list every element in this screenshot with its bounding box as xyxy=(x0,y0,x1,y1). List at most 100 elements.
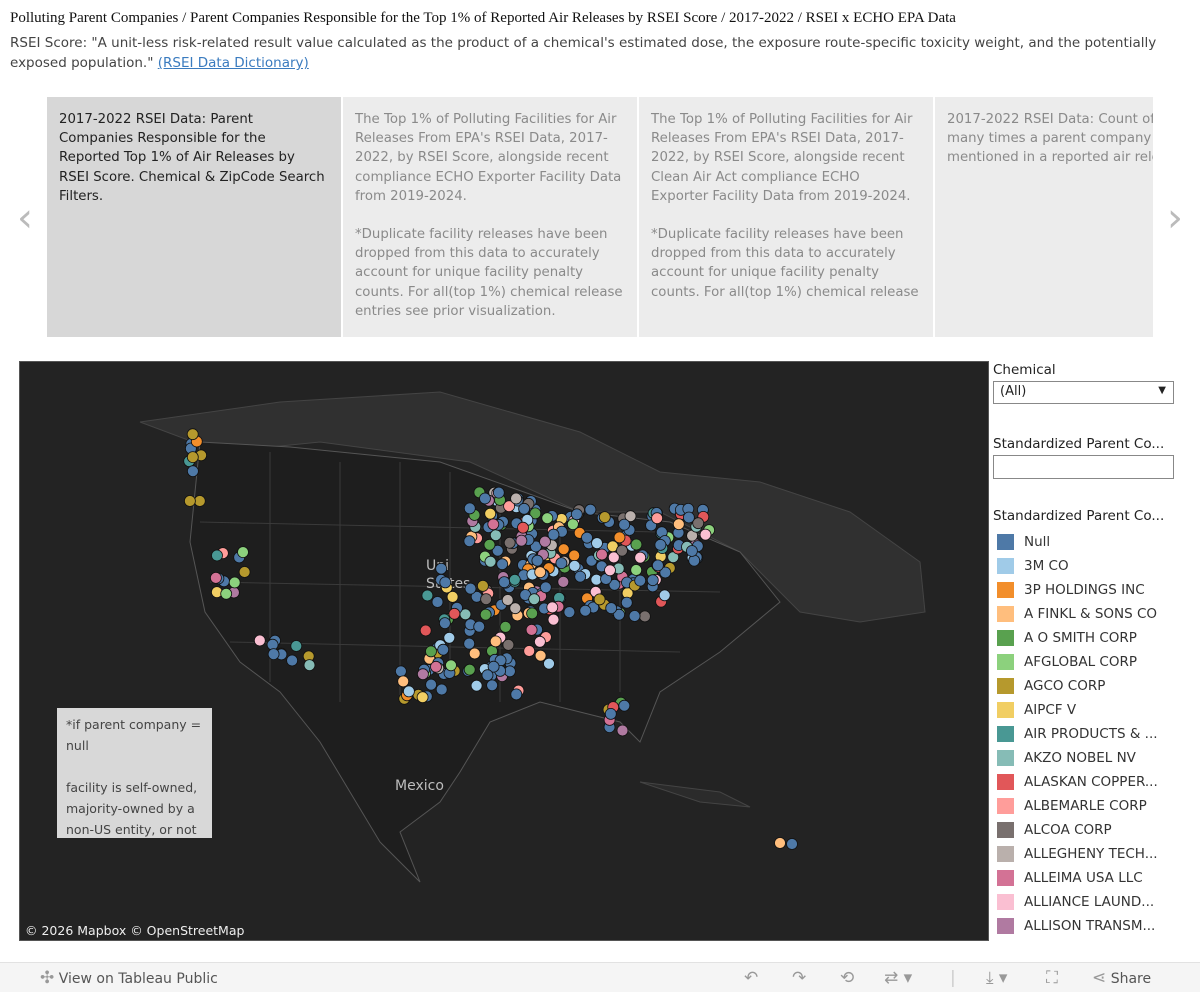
legend-item[interactable]: 3M CO xyxy=(993,554,1193,578)
facility-point[interactable] xyxy=(584,503,597,516)
facility-point[interactable] xyxy=(574,570,587,583)
story-slide-2[interactable]: The Top 1% of Polluting Facilities for A… xyxy=(343,97,637,337)
facility-point[interactable] xyxy=(598,511,611,524)
facility-point[interactable] xyxy=(591,537,603,550)
facility-point[interactable] xyxy=(416,668,429,681)
facility-point[interactable] xyxy=(464,582,477,595)
facility-point[interactable] xyxy=(463,535,476,548)
facility-point[interactable] xyxy=(523,645,536,657)
facility-point[interactable] xyxy=(486,679,499,692)
facility-point[interactable] xyxy=(443,631,456,644)
facility-point[interactable] xyxy=(604,564,616,577)
facility-point[interactable] xyxy=(503,536,516,549)
facility-point[interactable] xyxy=(639,610,651,623)
facility-point[interactable] xyxy=(686,545,698,557)
facility-point[interactable] xyxy=(479,492,491,505)
facility-point[interactable] xyxy=(286,654,299,667)
view-on-tableau-public-button[interactable]: ✣ View on Tableau Public xyxy=(40,968,218,988)
facility-point[interactable] xyxy=(546,601,559,614)
facility-point[interactable] xyxy=(658,589,671,602)
facility-point[interactable] xyxy=(518,502,531,515)
facility-point[interactable] xyxy=(446,590,459,603)
facility-point[interactable] xyxy=(209,571,222,584)
facility-point[interactable] xyxy=(402,685,415,698)
facility-point[interactable] xyxy=(508,573,521,586)
facility-map[interactable]: Uni States Mexico *if parent company = n… xyxy=(19,361,989,941)
facility-point[interactable] xyxy=(437,643,450,656)
facility-point[interactable] xyxy=(394,665,407,678)
facility-point[interactable] xyxy=(397,675,410,688)
facility-point[interactable] xyxy=(515,534,528,547)
facility-point[interactable] xyxy=(503,665,516,678)
legend-item[interactable]: ALASKAN COPPER... xyxy=(993,770,1193,794)
facility-point[interactable] xyxy=(608,578,621,591)
facility-point[interactable] xyxy=(431,596,444,608)
facility-point[interactable] xyxy=(425,645,437,658)
legend-item[interactable]: 3P HOLDINGS INC xyxy=(993,578,1193,602)
facility-point[interactable] xyxy=(448,607,461,620)
facility-point[interactable] xyxy=(525,623,538,636)
facility-point[interactable] xyxy=(463,663,476,676)
refresh-icon[interactable]: ⇄ ▾ xyxy=(884,968,913,988)
facility-point[interactable] xyxy=(624,510,637,523)
facility-point[interactable] xyxy=(646,574,659,587)
facility-point[interactable] xyxy=(489,635,502,648)
story-slide-4[interactable]: 2017-2022 RSEI Data: Count of how many t… xyxy=(935,97,1153,337)
revert-icon[interactable]: ⟲ xyxy=(840,968,855,988)
facility-point[interactable] xyxy=(692,517,705,530)
legend-item[interactable]: ALLIANCE LAUND... xyxy=(993,890,1193,914)
legend-item[interactable]: A O SMITH CORP xyxy=(993,626,1193,650)
facility-point[interactable] xyxy=(570,508,583,521)
facility-point[interactable] xyxy=(557,543,570,556)
facility-point[interactable] xyxy=(476,579,489,592)
facility-point[interactable] xyxy=(634,551,647,564)
facility-point[interactable] xyxy=(531,554,544,567)
facility-point[interactable] xyxy=(290,640,303,652)
facility-point[interactable] xyxy=(468,647,481,660)
facility-point[interactable] xyxy=(530,540,542,553)
facility-point[interactable] xyxy=(503,500,516,513)
facility-point[interactable] xyxy=(534,649,547,662)
facility-point[interactable] xyxy=(618,518,631,531)
story-slide-1[interactable]: 2017-2022 RSEI Data: Parent Companies Re… xyxy=(47,97,341,337)
facility-point[interactable] xyxy=(534,635,546,648)
facility-point[interactable] xyxy=(630,564,643,576)
facility-point[interactable] xyxy=(774,837,786,849)
facility-point[interactable] xyxy=(220,587,233,600)
facility-point[interactable] xyxy=(567,518,579,531)
facility-point[interactable] xyxy=(463,502,476,515)
facility-point[interactable] xyxy=(510,492,523,505)
facility-point[interactable] xyxy=(487,660,500,673)
facility-point[interactable] xyxy=(543,657,555,670)
legend-item[interactable]: ALLEGHENY TECH... xyxy=(993,842,1193,866)
share-button[interactable]: ⋖ Share xyxy=(1092,968,1151,988)
facility-point[interactable] xyxy=(555,557,568,570)
facility-point[interactable] xyxy=(596,548,608,561)
fullscreen-icon[interactable]: ⛶ xyxy=(1046,968,1058,988)
facility-point[interactable] xyxy=(618,699,631,712)
facility-point[interactable] xyxy=(439,576,452,589)
facility-point[interactable] xyxy=(620,596,633,609)
facility-point[interactable] xyxy=(616,544,628,557)
facility-point[interactable] xyxy=(509,602,522,615)
facility-point[interactable] xyxy=(529,507,542,520)
facility-point[interactable] xyxy=(487,518,500,531)
facility-point[interactable] xyxy=(502,638,515,651)
facility-point[interactable] xyxy=(267,648,280,661)
facility-point[interactable] xyxy=(688,554,701,567)
facility-point[interactable] xyxy=(480,593,493,606)
facility-point[interactable] xyxy=(238,566,251,578)
facility-point[interactable] xyxy=(699,528,712,541)
facility-point[interactable] xyxy=(435,562,448,575)
facility-point[interactable] xyxy=(604,707,617,720)
chevron-right-icon[interactable]: › xyxy=(1167,195,1183,241)
facility-point[interactable] xyxy=(672,518,685,531)
parent-search-input[interactable] xyxy=(993,455,1174,479)
legend-item[interactable]: AIR PRODUCTS & ... xyxy=(993,722,1193,746)
rsei-data-dictionary-link[interactable]: (RSEI Data Dictionary) xyxy=(157,55,309,71)
facility-point[interactable] xyxy=(491,544,504,557)
facility-point[interactable] xyxy=(435,683,448,696)
facility-point[interactable] xyxy=(473,620,486,633)
facility-point[interactable] xyxy=(526,607,538,620)
facility-point[interactable] xyxy=(557,575,570,588)
